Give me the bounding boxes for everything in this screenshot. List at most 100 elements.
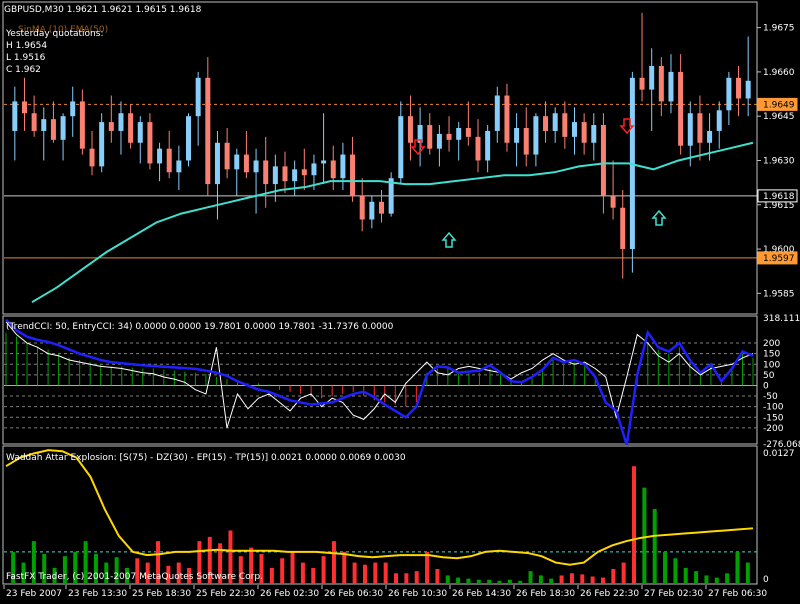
price-tag-label: 1.9597: [763, 254, 795, 264]
bear-candle: [282, 166, 288, 182]
time-axis-label: 26 Feb 22:30: [580, 589, 639, 599]
wae-bar: [104, 562, 109, 584]
wae-bar: [683, 567, 688, 584]
wae-bar: [476, 579, 481, 584]
bear-candle: [600, 125, 606, 196]
wae-bar: [663, 551, 668, 584]
bull-candle: [321, 160, 327, 164]
wae-bar: [300, 562, 305, 584]
price-tag-box: [757, 189, 798, 203]
sell-arrow-icon: [619, 118, 635, 135]
bull-candle: [157, 148, 163, 164]
wae-bar: [414, 571, 419, 584]
wae-bar: [611, 569, 616, 584]
price-tag-box: [757, 97, 798, 111]
bull-candle: [369, 201, 375, 220]
bull-candle: [12, 101, 18, 131]
bear-candle: [562, 113, 568, 137]
wae-bar: [435, 569, 440, 584]
bull-candle: [388, 178, 394, 214]
time-axis-label: 26 Feb 02:30: [260, 589, 319, 599]
price-tag-label: 1.9649: [763, 100, 795, 110]
wae-bar: [207, 536, 212, 584]
cci-axis-label: -276.068: [763, 440, 800, 450]
bull-candle: [311, 163, 317, 176]
wae-bar: [187, 567, 192, 584]
time-axis-label: 23 Feb 13:30: [68, 589, 127, 599]
bull-candle: [186, 116, 192, 161]
bear-candle: [330, 160, 336, 179]
wae-bar: [93, 554, 98, 584]
wae-panel-border: [2, 445, 758, 585]
bear-candle: [224, 142, 230, 170]
bear-candle: [147, 122, 153, 164]
price-axis-label: 1.9645: [763, 112, 795, 122]
wae-bar: [394, 573, 399, 584]
wae-bar: [352, 562, 357, 584]
bear-candle: [427, 125, 433, 149]
yesterday-label: Yesterday quotations:: [5, 29, 103, 39]
bull-candle: [552, 113, 558, 131]
wae-bar: [42, 554, 47, 584]
price-axis-label: 1.9660: [763, 68, 795, 78]
wae-bar: [52, 567, 57, 584]
time-axis-label: 26 Feb 18:30: [516, 589, 575, 599]
bear-candle: [407, 116, 413, 143]
bull-candle: [195, 77, 201, 117]
bull-candle: [417, 125, 423, 143]
bull-candle: [176, 160, 182, 173]
copyright-watermark: FastFX Trader, (c) 2001-2007 MetaQuotes …: [6, 572, 263, 582]
cci-panel-border: [2, 315, 758, 445]
wae-panel-title: Waddah Attar Explosion: [S(75) - DZ(30) …: [6, 453, 406, 463]
bull-candle: [137, 122, 143, 143]
bull-candle: [436, 133, 442, 149]
bull-candle: [494, 95, 500, 131]
bull-candle: [272, 166, 278, 185]
cci-axis-label: -50: [763, 392, 778, 402]
bear-candle: [166, 148, 172, 173]
wae-bar: [238, 556, 243, 584]
bear-candle: [475, 136, 481, 161]
wae-bar: [156, 541, 161, 584]
price-tag-label: 1.9618: [763, 192, 795, 202]
bull-candle: [118, 113, 124, 131]
bull-candle: [533, 116, 539, 155]
bear-candle: [79, 101, 85, 149]
bear-candle: [504, 95, 510, 143]
cci-axis-label: 318.1115: [763, 314, 800, 324]
bull-candle: [707, 130, 713, 143]
bear-candle: [523, 128, 529, 155]
wae-bar: [404, 573, 409, 584]
bull-candle: [726, 77, 732, 111]
wae-bar: [290, 551, 295, 584]
wae-bar: [456, 577, 461, 584]
price-axis-label: 1.9630: [763, 156, 795, 166]
time-axis-label: 26 Feb 10:30: [388, 589, 447, 599]
wae-bar: [373, 562, 378, 584]
bear-candle: [350, 154, 356, 196]
bear-candle: [697, 113, 703, 143]
bull-candle: [41, 119, 47, 131]
yesterday-low: L 1.9516: [6, 53, 46, 63]
time-axis-label: 25 Feb 22:30: [196, 589, 255, 599]
ema-line: [31, 141, 754, 304]
wae-bar: [528, 571, 533, 584]
bear-candle: [89, 148, 95, 167]
cci-panel-title: (TrendCCI: 50, EntryCCI: 34) 0.0000 0.00…: [6, 322, 394, 332]
bear-candle: [543, 116, 549, 131]
wae-bar: [145, 562, 150, 584]
wae-bar: [62, 556, 67, 584]
wae-bar: [735, 551, 740, 584]
wae-bar: [507, 579, 512, 584]
wae-bar: [31, 541, 36, 584]
wae-bar: [632, 466, 637, 584]
price-axis-label: 1.9600: [763, 245, 795, 255]
bull-candle: [60, 116, 66, 140]
wae-bar: [549, 578, 554, 584]
wae-bar: [197, 541, 202, 584]
wae-bar: [311, 567, 316, 584]
time-axis-label: 27 Feb 02:30: [644, 589, 703, 599]
bull-candle: [214, 142, 220, 185]
bull-candle: [571, 122, 577, 137]
